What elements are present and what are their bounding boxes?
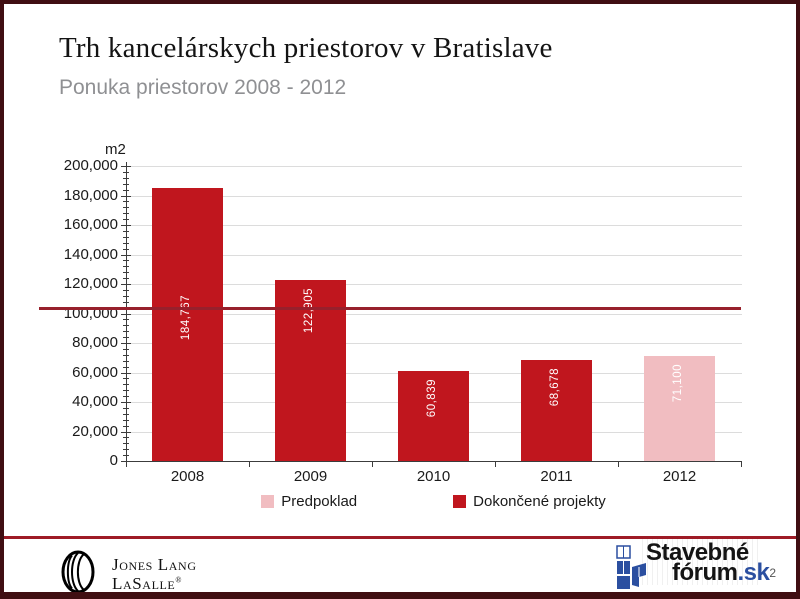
y-axis-title: m2 (105, 141, 126, 158)
y-tick-label: 120,000 (63, 275, 118, 292)
bar-2008 (152, 188, 223, 461)
x-axis-line (126, 461, 741, 462)
x-tick-label: 2008 (170, 468, 205, 485)
gridline (127, 166, 742, 167)
bar-value-label: 68,678 (548, 367, 561, 406)
stavebne-forum-logo: Stavebné fórum.sk (616, 539, 776, 591)
reference-line (39, 306, 741, 310)
legend-item-dokončené-projekty: Dokončené projekty (453, 493, 606, 510)
y-tick-label: 160,000 (63, 216, 118, 233)
gridline (127, 343, 742, 344)
stavebne-forum-text: Stavebné fórum.sk (646, 541, 776, 585)
y-tick-label: 60,000 (72, 363, 118, 381)
gridline (127, 195, 742, 197)
legend-label: Predpoklad (281, 492, 358, 510)
bar-2012 (644, 356, 715, 461)
hatch-background (642, 539, 762, 585)
y-tick-label: 40,000 (72, 393, 118, 410)
jll-line1: Jones Lang (112, 555, 197, 575)
legend-swatch (453, 494, 467, 508)
bar-chart: m2 0 20,000 40,000 60,000 80,000 100,000 120,0… (4, 4, 796, 592)
sk-tld: .sk (737, 559, 770, 586)
bar-value-label: 71,100 (671, 364, 684, 403)
jll-logo-text: Jones Lang LaSalle® (112, 555, 197, 593)
y-tick-label: 180,000 (63, 186, 118, 204)
jll-swirl-icon (56, 550, 100, 592)
x-tick-label: 2012 (662, 468, 697, 485)
x-tick-label: 2010 (416, 468, 451, 485)
legend-swatch (261, 494, 275, 508)
page-subtitle: Ponuka priestorov 2008 - 2012 (59, 76, 347, 99)
jll-line2: LaSalle (112, 573, 176, 593)
bar-2009 (275, 279, 346, 461)
y-tick-label: 20,000 (72, 422, 118, 440)
jones-lang-lasalle-logo: Jones Lang LaSalle® (56, 550, 197, 593)
bar-2011 (521, 359, 592, 461)
chart-legend: Predpoklad Dokončené projekty (126, 491, 741, 511)
forum-word: fórum (672, 559, 738, 586)
bar-value-label: 122,905 (302, 287, 315, 333)
legend-item-predpoklad: Predpoklad (261, 493, 357, 510)
x-axis-tick (126, 461, 127, 467)
page-title: Trh kancelárskych priestorov v Bratislav… (59, 32, 553, 64)
x-axis-tick (249, 461, 250, 467)
x-axis-tick (372, 461, 373, 467)
y-tick-label: 80,000 (72, 334, 118, 351)
stavebne-word: Stavebné (646, 539, 749, 566)
y-axis-line (126, 162, 127, 461)
y-tick-label: 200,000 (63, 157, 118, 174)
x-axis-tick (495, 461, 496, 467)
x-axis-tick (618, 461, 619, 467)
bar-value-label: 60,839 (425, 379, 438, 418)
x-tick-label: 2011 (540, 468, 573, 485)
gridline (127, 284, 742, 285)
x-tick-label: 2009 (293, 468, 328, 485)
gridline (127, 254, 742, 256)
bar-value-label: 184,767 (179, 295, 192, 341)
y-tick-label: 140,000 (63, 245, 118, 263)
footer-separator-line (4, 536, 796, 539)
gridline (127, 225, 742, 226)
page-number: 2 (769, 566, 776, 580)
jll-registered-mark: ® (175, 574, 183, 584)
building-blocks-icon (616, 545, 650, 592)
gridline (127, 313, 742, 315)
bar-2010 (398, 371, 469, 461)
legend-label: Dokončené projekty (473, 492, 606, 510)
x-axis-tick (741, 461, 742, 467)
y-tick-label: 0 (109, 452, 118, 469)
